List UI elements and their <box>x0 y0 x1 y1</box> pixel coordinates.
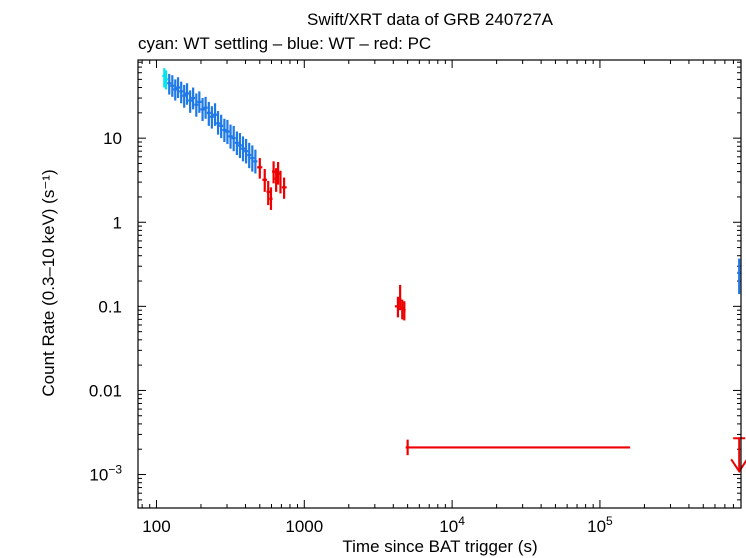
data-point <box>257 158 263 179</box>
x-tick-label: 105 <box>587 514 613 536</box>
data-point <box>269 187 273 210</box>
data-point <box>272 161 276 184</box>
data-point <box>281 177 287 199</box>
y-tick-label: 0.01 <box>89 381 122 400</box>
data-point <box>197 91 202 113</box>
data-point <box>247 142 252 169</box>
data-point <box>170 75 175 97</box>
data-point <box>194 93 199 117</box>
upper-limit-arrow <box>730 437 746 474</box>
data-point <box>188 90 193 113</box>
data-point <box>234 131 239 156</box>
data-point <box>231 125 236 152</box>
data-point <box>191 87 196 110</box>
data-point <box>237 133 242 159</box>
data-point <box>216 111 221 135</box>
chart-subtitle: cyan: WT settling – blue: WT – red: PC <box>138 34 431 53</box>
data-point <box>253 149 258 174</box>
plot-frame <box>137 59 742 509</box>
data-point <box>225 119 230 145</box>
data-point <box>405 439 631 456</box>
data-point <box>173 79 178 101</box>
data-point <box>203 96 208 119</box>
data-point <box>200 98 205 121</box>
data-point <box>262 168 268 192</box>
data-point <box>241 136 246 162</box>
data-point <box>176 77 181 99</box>
y-tick-label: 10 <box>103 129 122 148</box>
data-point <box>228 124 233 149</box>
data-point <box>179 81 184 104</box>
data-point <box>163 70 168 90</box>
data-point <box>403 301 406 321</box>
data-point <box>276 162 280 185</box>
x-axis-label: Time since BAT trigger (s) <box>342 537 537 556</box>
y-tick-label: 1 <box>113 213 122 232</box>
data-points <box>162 68 746 474</box>
x-tick-label: 104 <box>439 514 465 536</box>
data-point <box>219 114 224 139</box>
x-tick-label: 1000 <box>285 517 323 536</box>
x-tick-label: 100 <box>142 517 170 536</box>
data-point <box>266 180 271 206</box>
data-point <box>213 103 218 126</box>
data-point <box>209 106 214 129</box>
data-point <box>206 101 211 126</box>
data-point <box>167 73 172 95</box>
data-point <box>185 83 190 105</box>
data-point <box>182 84 187 108</box>
y-tick-label: 0.1 <box>98 297 122 316</box>
data-point <box>250 145 255 172</box>
data-point <box>279 170 282 194</box>
chart-title: Swift/XRT data of GRB 240727A <box>307 10 554 29</box>
upper-limit-arrowhead <box>730 458 746 474</box>
data-point <box>244 138 249 164</box>
data-point <box>222 118 227 143</box>
y-axis-label: Count Rate (0.3–10 keV) (s⁻¹) <box>39 169 58 396</box>
axis-ticks: 100 1000 104 105 10 1 0.1 0.01 10−3 <box>89 60 742 536</box>
data-point <box>399 284 402 311</box>
y-tick-label: 10−3 <box>89 463 122 485</box>
